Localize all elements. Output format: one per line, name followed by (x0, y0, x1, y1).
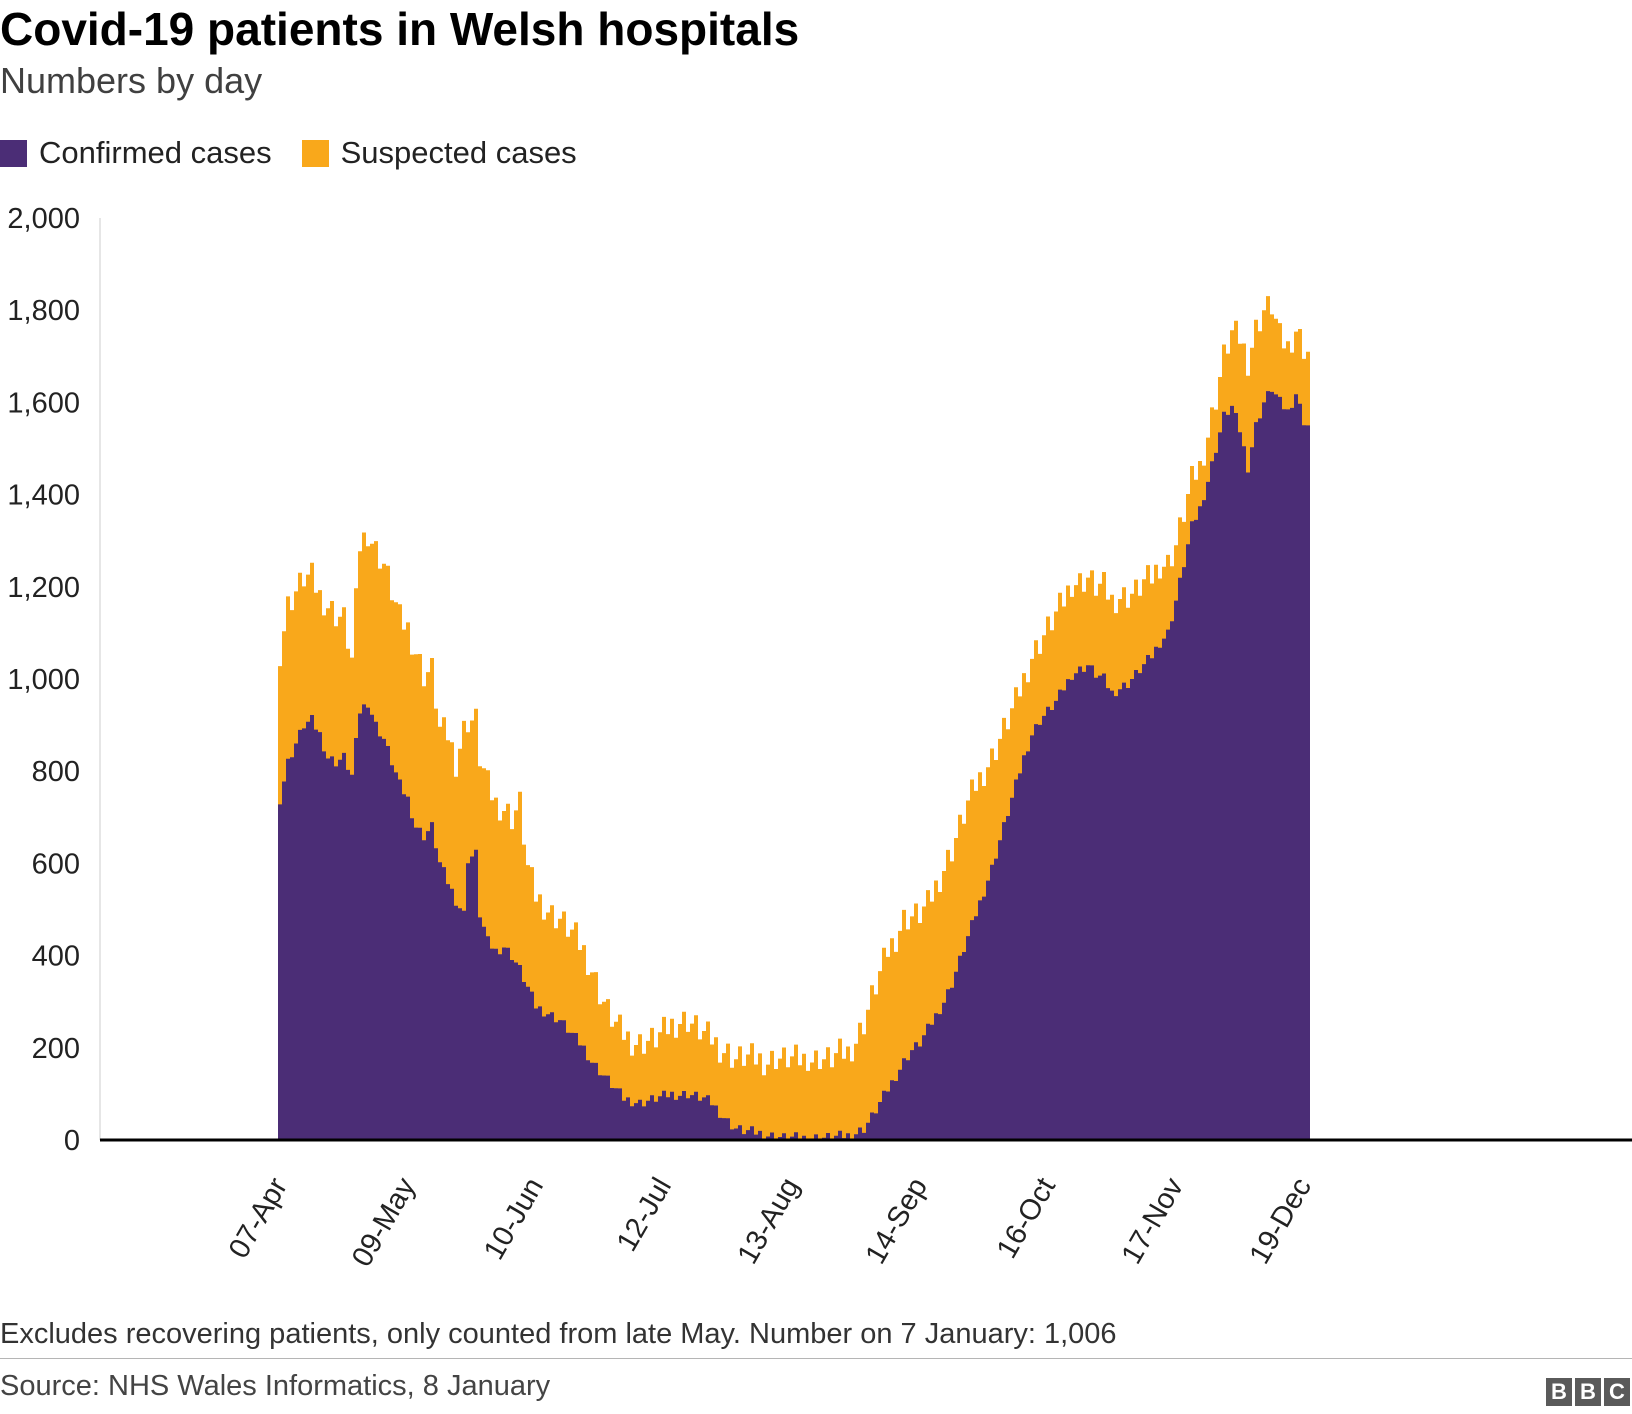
x-tick-label: 09-May (346, 1172, 422, 1272)
bbc-logo: B B C (1543, 1378, 1630, 1406)
confirmed-cases-area (278, 391, 1310, 1141)
y-tick-label: 1,000 (7, 664, 80, 696)
x-tick-label: 14-Sep (860, 1173, 934, 1270)
footer-divider (0, 1358, 1632, 1359)
y-tick-label: 2,000 (7, 203, 80, 235)
hospital-patients-chart: 0 200 400 600 800 1,000 1,200 1,400 1,600 1,800 2,… (7, 203, 1632, 1272)
y-tick-label: 400 (32, 941, 80, 973)
bbc-logo-letter: B (1575, 1378, 1601, 1406)
x-axis: 07-Apr 09-May 10-Jun 12-Jul 13-Aug 14-Sep 16-O… (100, 1138, 1632, 1272)
y-tick-label: 1,800 (7, 295, 80, 327)
legend-item-suspected: Suspected cases (301, 135, 577, 171)
y-axis: 0 200 400 600 800 1,000 1,200 1,400 1,600 1,800 2,… (7, 203, 101, 1157)
chart-title: Covid-19 patients in Welsh hospitals (0, 3, 800, 55)
y-tick-label: 600 (32, 848, 80, 880)
y-tick-label: 0 (64, 1125, 80, 1157)
x-tick-label: 12-Jul (611, 1173, 678, 1257)
legend-label-suspected: Suspected cases (340, 135, 577, 170)
legend-label-confirmed: Confirmed cases (39, 135, 272, 170)
y-tick-label: 1,200 (7, 572, 80, 604)
y-tick-label: 800 (32, 756, 80, 788)
y-tick-label: 1,400 (7, 480, 80, 512)
x-tick-label: 16-Oct (991, 1173, 1062, 1264)
legend-swatch-confirmed (0, 139, 27, 167)
y-tick-label: 1,600 (7, 387, 80, 419)
y-tick-label: 200 (32, 1033, 80, 1065)
bbc-logo-letter: B (1546, 1378, 1572, 1406)
legend-swatch-suspected (301, 139, 329, 167)
x-tick-label: 13-Aug (732, 1173, 806, 1270)
chart-legend: Confirmed cases Suspected cases (0, 135, 607, 171)
x-tick-label: 07-Apr (223, 1172, 294, 1264)
x-tick-label: 17-Nov (1116, 1172, 1191, 1269)
stacked-area-plot (278, 296, 1310, 1141)
chart-subtitle: Numbers by day (0, 60, 263, 101)
bbc-logo-letter: C (1604, 1378, 1630, 1406)
x-tick-label: 10-Jun (478, 1173, 550, 1266)
chart-source: Source: NHS Wales Informatics, 8 January (0, 1370, 551, 1402)
x-tick-label: 19-Dec (1244, 1173, 1318, 1270)
legend-item-confirmed: Confirmed cases (0, 135, 272, 171)
chart-footnote: Excludes recovering patients, only count… (0, 1318, 1117, 1350)
